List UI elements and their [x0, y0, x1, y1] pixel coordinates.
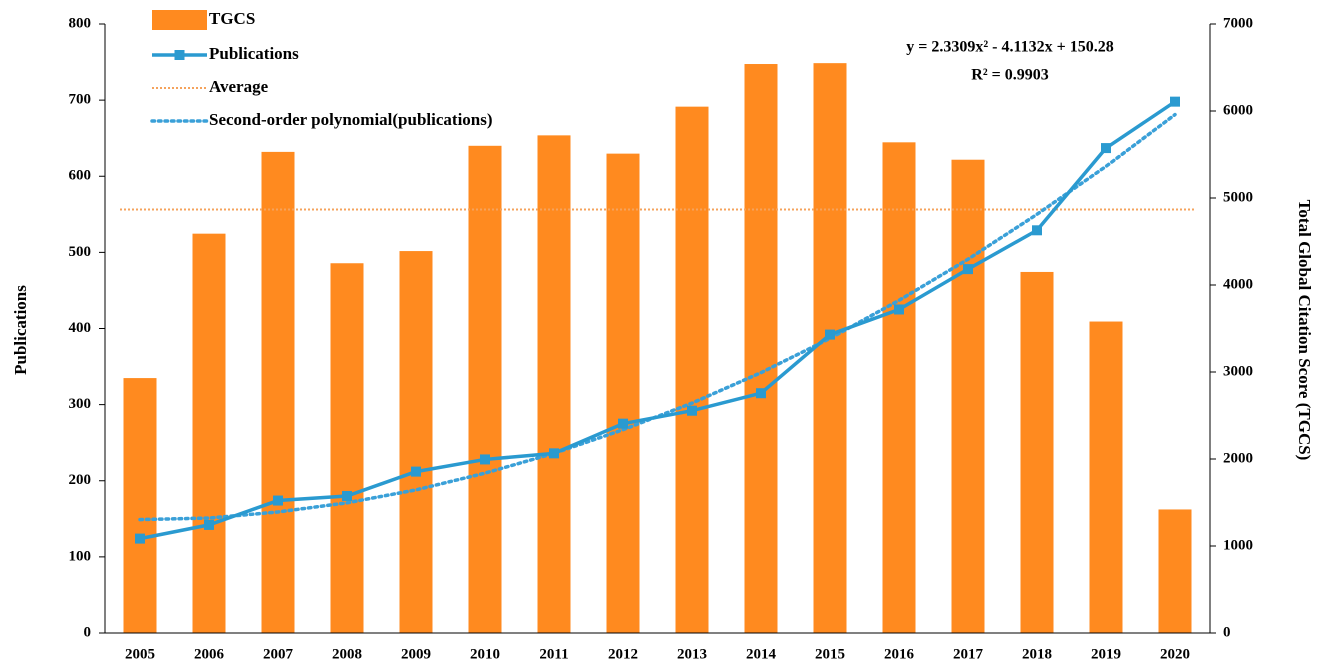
line-marker — [273, 495, 283, 506]
y2-tick-label: 6000 — [1223, 102, 1253, 118]
y2-tick-label: 2000 — [1223, 450, 1253, 466]
x-tick-label: 2018 — [1022, 646, 1052, 662]
equation: y = 2.3309x² - 4.1132x + 150.28 — [906, 39, 1113, 56]
y-tick-label: 100 — [69, 548, 92, 564]
x-tick-label: 2015 — [815, 646, 845, 662]
y-tick-label: 400 — [69, 320, 92, 336]
x-tick-label: 2005 — [125, 646, 155, 662]
publications-line — [139, 100, 1176, 541]
legend-label: Average — [209, 77, 269, 96]
x-tick-label: 2020 — [1160, 646, 1190, 662]
line-marker — [756, 388, 766, 399]
y-tick-label: 500 — [69, 244, 92, 260]
bar — [882, 142, 916, 633]
y2-tick-label: 7000 — [1223, 15, 1253, 31]
line-marker — [549, 448, 559, 459]
bar — [1089, 321, 1123, 633]
x-tick-label: 2011 — [539, 646, 568, 662]
bar — [813, 63, 847, 633]
y2-tick-label: 1000 — [1223, 537, 1253, 553]
bar — [123, 378, 157, 633]
bar — [675, 106, 709, 633]
line-marker — [618, 418, 628, 429]
bar — [261, 151, 295, 633]
bar — [1020, 271, 1054, 633]
y2-tick-label: 5000 — [1223, 189, 1253, 205]
line-marker — [1032, 225, 1042, 236]
legend-swatch — [152, 10, 207, 30]
line-marker — [1170, 96, 1180, 107]
bar — [537, 135, 571, 634]
y-tick-label: 600 — [69, 168, 92, 184]
line-marker — [963, 264, 973, 275]
bar — [1158, 509, 1192, 633]
y2-axis-title: Total Global Citation Score (TGCS) — [1295, 200, 1314, 461]
legend-label: TGCS — [209, 9, 255, 28]
line-marker — [480, 454, 490, 465]
y-tick-label: 200 — [69, 472, 92, 488]
x-tick-label: 2006 — [194, 646, 225, 662]
line-marker — [342, 490, 352, 501]
bar — [330, 263, 364, 633]
x-tick-label: 2012 — [608, 646, 638, 662]
line-marker — [204, 519, 214, 530]
y2-tick-label: 4000 — [1223, 276, 1253, 292]
line-marker — [825, 329, 835, 340]
x-tick-label: 2019 — [1091, 646, 1121, 662]
x-tick-label: 2014 — [746, 646, 777, 662]
y-tick-label: 300 — [69, 396, 92, 412]
x-tick-label: 2016 — [884, 646, 915, 662]
x-tick-label: 2009 — [401, 646, 431, 662]
bar — [399, 251, 433, 633]
x-tick-label: 2008 — [332, 646, 362, 662]
x-tick-label: 2013 — [677, 646, 707, 662]
line-marker — [687, 405, 697, 416]
line-marker — [894, 304, 904, 315]
x-tick-label: 2007 — [263, 646, 294, 662]
y-tick-label: 0 — [84, 624, 92, 640]
y2-tick-label: 3000 — [1223, 363, 1253, 379]
bar — [606, 153, 640, 633]
r-squared: R² = 0.9903 — [971, 67, 1048, 84]
y-tick-label: 700 — [69, 92, 92, 108]
y-axis-title: Publications — [11, 285, 30, 375]
legend-label: Second-order polynomial(publications) — [209, 110, 493, 129]
x-tick-label: 2010 — [470, 646, 500, 662]
y2-tick-label: 0 — [1223, 624, 1231, 640]
y-tick-label: 800 — [69, 15, 92, 31]
bar — [192, 233, 226, 634]
legend-swatch — [174, 50, 185, 60]
x-tick-label: 2017 — [953, 646, 984, 662]
line-marker — [135, 533, 145, 544]
line-marker — [411, 466, 421, 477]
bar — [468, 145, 502, 634]
bar — [744, 64, 778, 633]
trend-line — [138, 112, 1177, 522]
line-marker — [1101, 143, 1111, 154]
bar — [951, 159, 985, 633]
legend-label: Publications — [209, 44, 299, 63]
